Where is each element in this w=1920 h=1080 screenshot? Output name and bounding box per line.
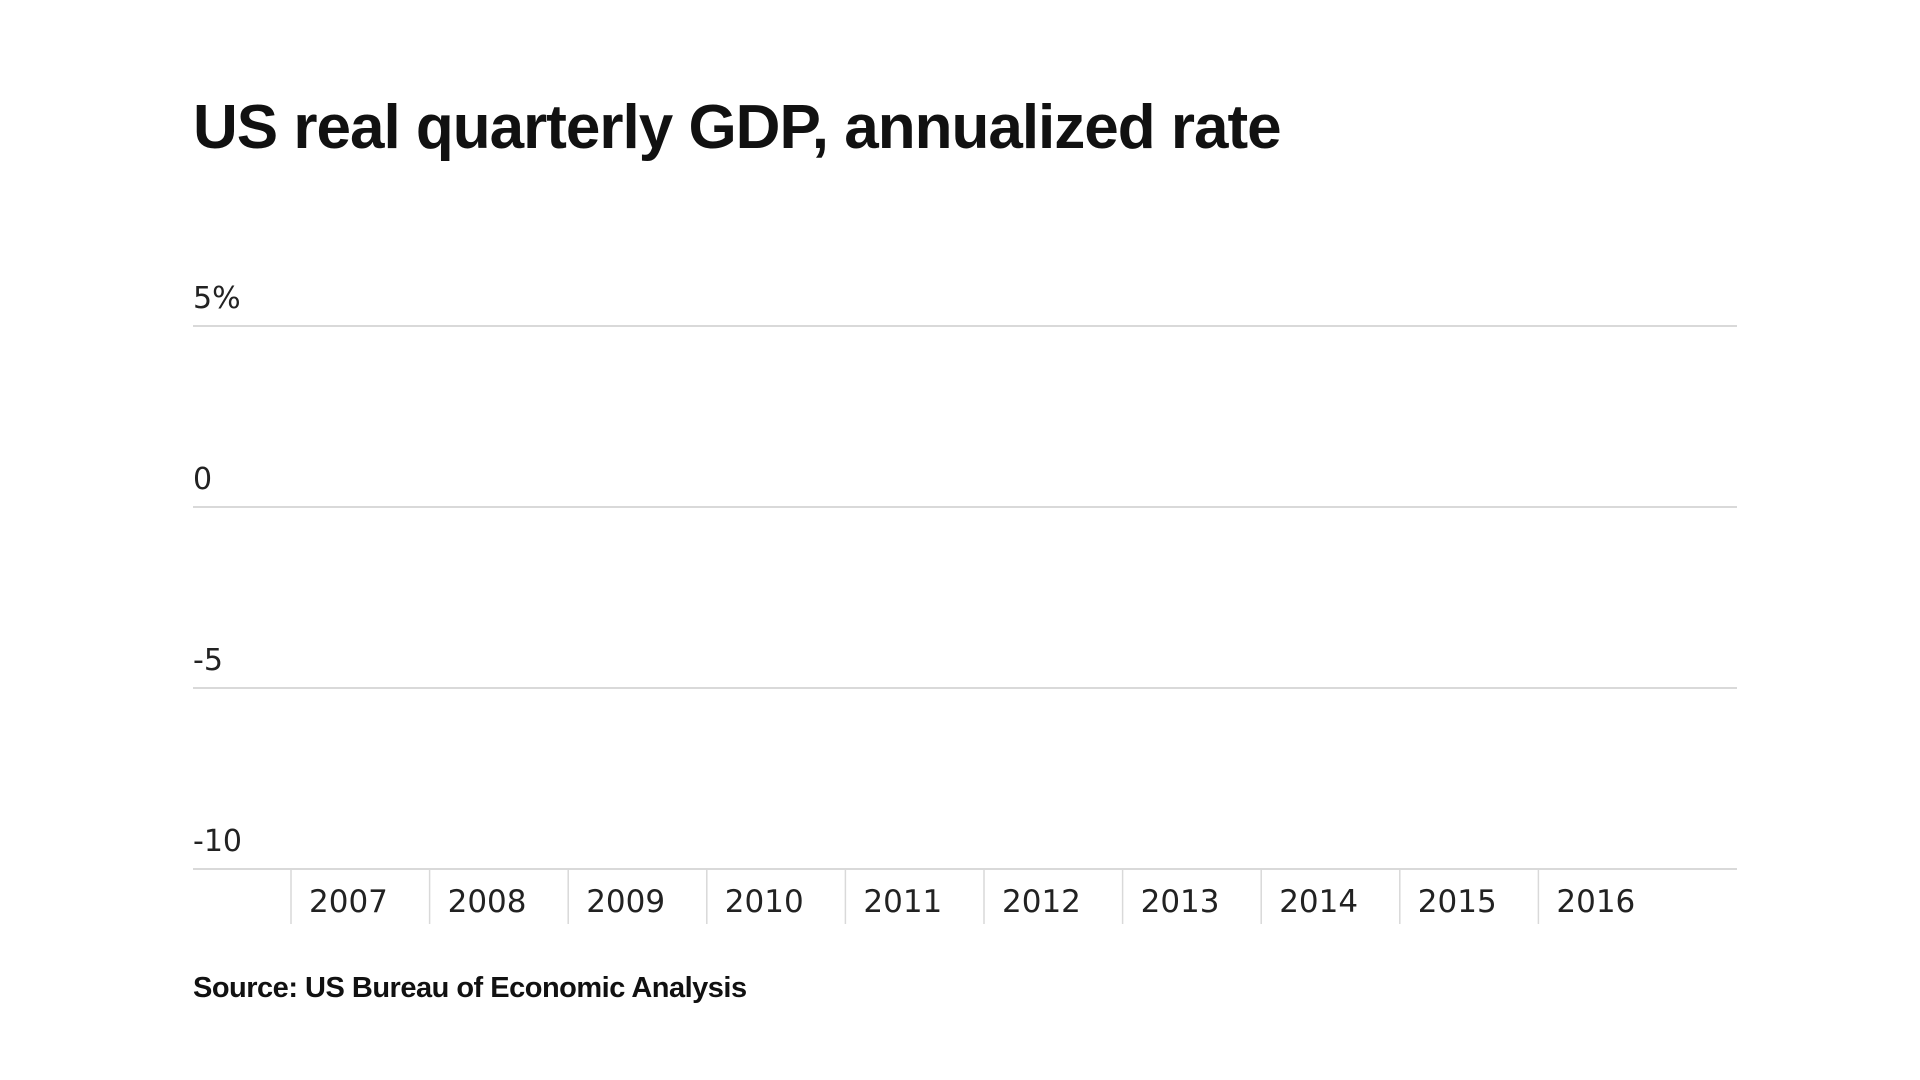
x-tick-label-2014: 2014 (1279, 884, 1358, 920)
x-tick-label-2012: 2012 (1002, 884, 1081, 920)
x-axis-ticks: 2007 2008 2009 2010 2011 2012 2013 2014 2015 2016 (290, 869, 1635, 924)
chart-title: US real quarterly GDP, annualized rate (193, 93, 1282, 162)
x-tick-label-2011: 2011 (863, 884, 942, 920)
x-tick-label-2008: 2008 (448, 884, 527, 920)
y-tick-label: 0 (193, 462, 212, 497)
source-note: Source: US Bureau of Economic Analysis (193, 972, 747, 1004)
x-tick-label-2016: 2016 (1556, 884, 1635, 920)
x-tick-label-2010: 2010 (725, 884, 804, 920)
y-tick-label: -10 (193, 824, 242, 859)
x-tick-label-2009: 2009 (586, 884, 665, 920)
y-tick-label: -5 (193, 643, 223, 678)
grid-layer (193, 325, 1737, 870)
y-axis-ticks: 5% 0 -5 -10 (193, 281, 242, 859)
y-tick-label: 5% (193, 281, 241, 316)
x-tick-label-2015: 2015 (1418, 884, 1497, 920)
x-tick-label-2007: 2007 (309, 884, 388, 920)
x-tick-label-2013: 2013 (1141, 884, 1220, 920)
